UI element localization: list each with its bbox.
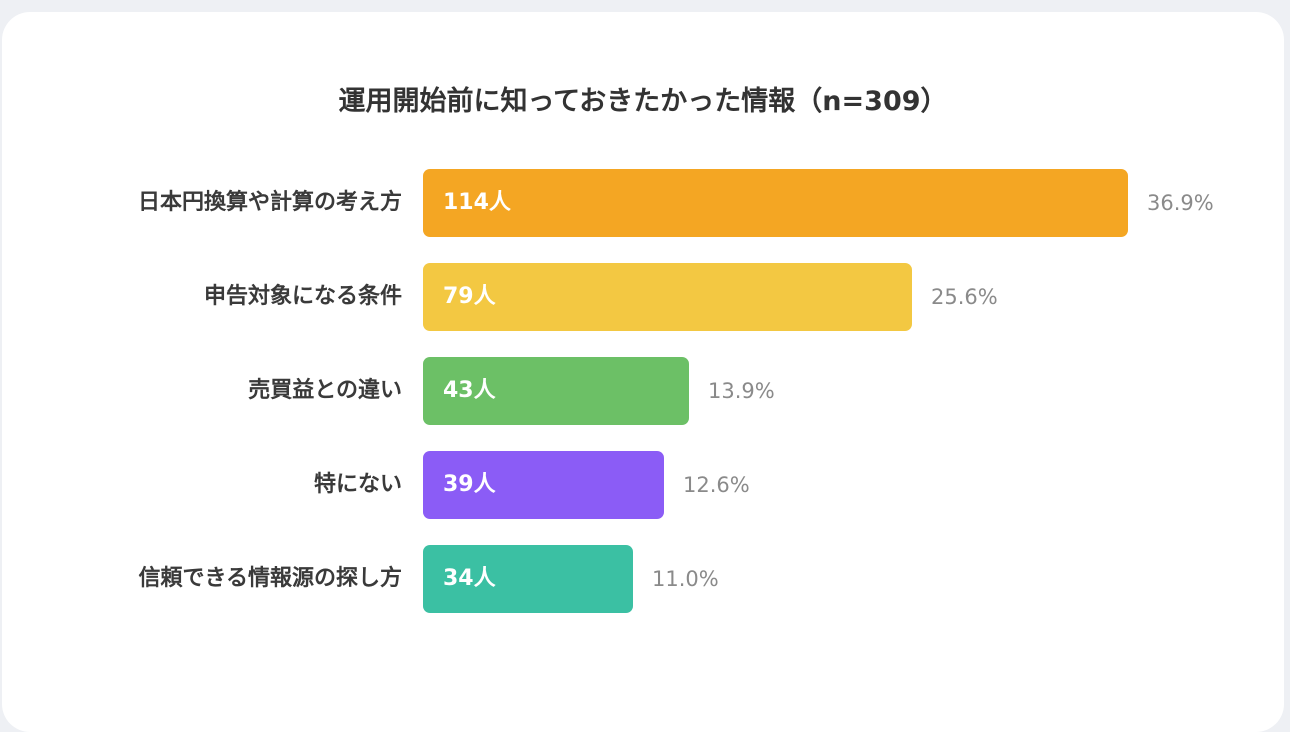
percent-label: 25.6% — [931, 285, 998, 309]
bar: 39人 — [423, 451, 664, 519]
bar-row: 申告対象になる条件 79人 25.6% — [2, 263, 1284, 331]
category-label: 特にない — [313, 472, 402, 497]
percent-label: 36.9% — [1147, 191, 1214, 215]
bar: 43人 — [423, 357, 689, 425]
chart-title: 運用開始前に知っておきたかった情報（n=309） — [338, 86, 948, 117]
bar-row: 日本円換算や計算の考え方 114人 36.9% — [2, 169, 1284, 237]
bar: 114人 — [423, 169, 1128, 237]
chart-card: 運用開始前に知っておきたかった情報（n=309） 日本円換算や計算の考え方 114… — [2, 12, 1284, 732]
bar-count-label: 114人 — [443, 190, 511, 215]
percent-label: 12.6% — [683, 473, 750, 497]
bar-count-label: 79人 — [443, 284, 496, 309]
bar-row: 特にない 39人 12.6% — [2, 451, 1284, 519]
bar-row: 信頼できる情報源の探し方 34人 11.0% — [2, 545, 1284, 613]
category-label: 申告対象になる条件 — [203, 284, 402, 309]
bar-row: 売買益との違い 43人 13.9% — [2, 357, 1284, 425]
category-label: 信頼できる情報源の探し方 — [138, 566, 402, 591]
bar-count-label: 43人 — [443, 378, 496, 403]
percent-label: 11.0% — [652, 567, 719, 591]
bar-count-label: 34人 — [443, 566, 496, 591]
bar: 34人 — [423, 545, 633, 613]
category-label: 日本円換算や計算の考え方 — [137, 190, 402, 215]
percent-label: 13.9% — [708, 379, 775, 403]
bar-count-label: 39人 — [443, 472, 496, 497]
bar: 79人 — [423, 263, 912, 331]
category-label: 売買益との違い — [248, 378, 402, 403]
